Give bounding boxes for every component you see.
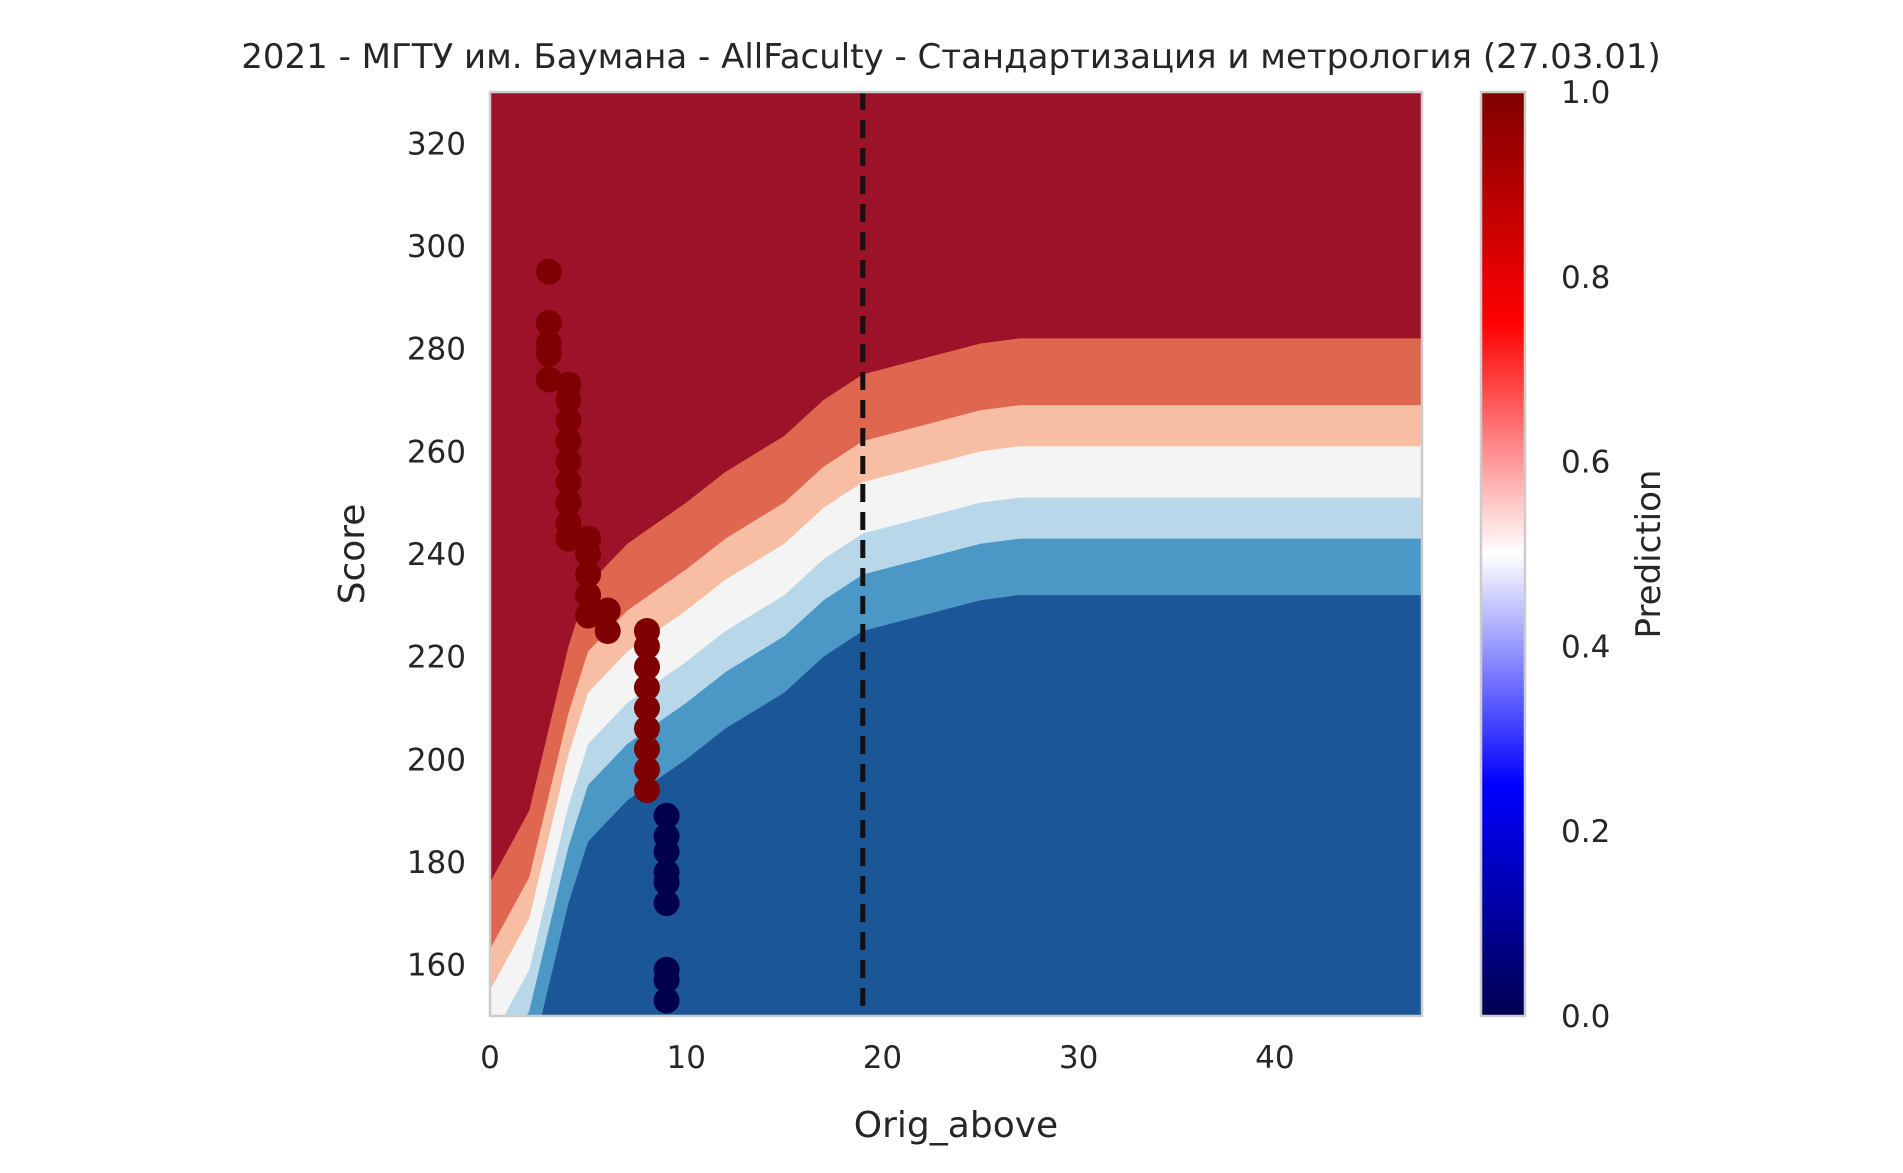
x-axis-ticks: 0 10 20 30 40 — [480, 1040, 1294, 1076]
point-admitted — [633, 695, 660, 721]
contour-band-0.85-1.0 — [490, 92, 1422, 883]
scatter-points — [535, 258, 680, 1014]
point-admitted — [633, 736, 660, 763]
colorbar-tick-label: 1.0 — [1561, 75, 1610, 111]
point-not-admitted — [653, 987, 680, 1014]
point-admitted — [555, 387, 582, 413]
contour-fill — [490, 92, 1422, 1016]
x-tick-label: 20 — [863, 1040, 902, 1076]
point-admitted — [575, 582, 602, 609]
y-tick-label: 300 — [407, 229, 466, 265]
colorbar: 0.0 0.2 0.4 0.6 0.8 1.0 Prediction — [1479, 75, 1669, 1035]
point-not-admitted — [653, 890, 680, 917]
point-admitted — [555, 469, 582, 496]
colorbar-label: Prediction — [1629, 470, 1669, 639]
point-admitted — [555, 428, 582, 455]
y-tick-label: 280 — [407, 332, 466, 368]
plot-frame — [488, 90, 1424, 1018]
y-axis-label: Score — [332, 504, 373, 605]
y-axis-ticks: 160 180 200 220 240 260 280 300 320 — [407, 126, 466, 983]
y-tick-label: 220 — [407, 640, 466, 676]
colorbar-tick-label: 0.8 — [1561, 260, 1610, 296]
point-admitted — [535, 258, 562, 285]
y-tick-label: 260 — [407, 434, 466, 470]
point-admitted — [535, 310, 562, 336]
point-admitted — [633, 715, 660, 742]
x-tick-label: 0 — [480, 1040, 500, 1076]
point-admitted — [555, 448, 582, 475]
y-tick-label: 160 — [407, 948, 466, 984]
point-admitted — [633, 633, 660, 660]
point-not-admitted — [653, 869, 680, 896]
y-tick-label: 320 — [407, 126, 466, 162]
x-tick-label: 10 — [666, 1040, 705, 1076]
point-admitted — [633, 653, 660, 680]
point-admitted — [555, 525, 582, 552]
point-admitted — [535, 366, 562, 393]
x-axis-label: Orig_above — [854, 1105, 1058, 1146]
point-admitted — [535, 340, 562, 367]
point-admitted — [555, 489, 582, 516]
colorbar-tick-label: 0.0 — [1561, 999, 1610, 1035]
point-admitted — [633, 674, 660, 701]
point-admitted — [633, 756, 660, 783]
colorbar-tick-label: 0.6 — [1561, 445, 1610, 481]
plot-area — [488, 90, 1424, 1018]
point-not-admitted — [653, 838, 680, 865]
colorbar-tick-label: 0.2 — [1561, 814, 1610, 850]
point-admitted — [575, 602, 602, 629]
x-tick-label: 40 — [1255, 1040, 1294, 1076]
colorbar-gradient — [1479, 90, 1527, 1018]
point-admitted — [575, 541, 602, 567]
y-tick-label: 180 — [407, 845, 466, 881]
colorbar-tick-label: 0.4 — [1561, 629, 1610, 665]
point-admitted — [594, 618, 621, 644]
y-tick-label: 240 — [407, 537, 466, 573]
point-not-admitted — [653, 967, 680, 994]
x-tick-label: 30 — [1059, 1040, 1098, 1076]
colorbar-ticks: 0.0 0.2 0.4 0.6 0.8 1.0 — [1561, 75, 1610, 1035]
point-admitted — [575, 561, 602, 588]
point-not-admitted — [653, 802, 680, 829]
point-admitted — [594, 597, 621, 624]
point-admitted — [633, 777, 660, 804]
point-admitted — [555, 407, 582, 434]
chart-title: 2021 - МГТУ им. Баумана - AllFaculty - С… — [241, 37, 1661, 77]
y-tick-label: 200 — [407, 742, 466, 778]
